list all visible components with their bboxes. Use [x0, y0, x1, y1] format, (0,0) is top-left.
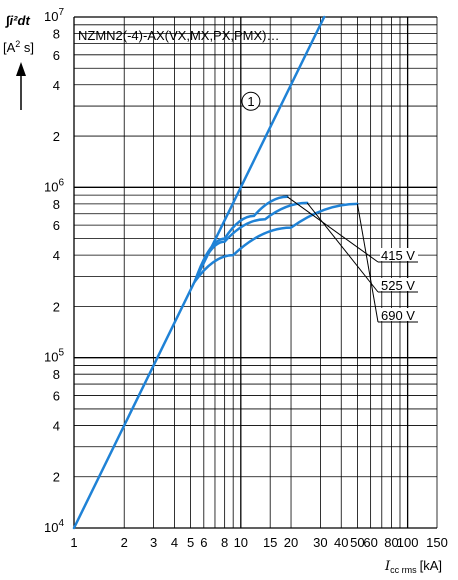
- x-tick-label: 2: [121, 535, 128, 550]
- annotations: 1 415 V 525 V 690 V: [241, 91, 418, 323]
- label-background: [380, 278, 418, 291]
- leader-line: [356, 203, 379, 323]
- voltage-label: 525 V: [381, 278, 415, 293]
- y-tick-label: 104: [44, 518, 64, 535]
- x-tick-label: 6: [200, 535, 207, 550]
- y-tick-base: 10: [44, 520, 58, 535]
- y-tick-label: 2: [53, 470, 60, 485]
- curve-marker-label: 1: [247, 94, 254, 109]
- x-tick-label: 30: [313, 535, 327, 550]
- x-tick-label: 100: [397, 535, 419, 550]
- voltage-label: 415 V: [381, 248, 415, 263]
- x-tick-label: 10: [234, 535, 248, 550]
- series-group: [72, 15, 359, 530]
- y-tick-label: 4: [53, 78, 60, 93]
- y-axis-arrow: [16, 62, 26, 110]
- label-background: [380, 308, 418, 321]
- leader-line: [287, 196, 379, 263]
- x-axis-unit: [kA]: [420, 558, 442, 573]
- leader-line: [306, 202, 379, 293]
- x-axis-label: Icc rms [kA]: [384, 558, 442, 575]
- x-tick-label: 3: [150, 535, 157, 550]
- y-tick-label: 8: [53, 27, 60, 42]
- x-tick-label: 8: [221, 535, 228, 550]
- y-tick-label: 6: [53, 388, 60, 403]
- y-axis-unit-open: [A: [3, 40, 16, 55]
- x-tick-label: 40: [334, 535, 348, 550]
- y-tick-label: 8: [53, 367, 60, 382]
- y-tick-label: 2: [53, 129, 60, 144]
- y-tick-label: 6: [53, 218, 60, 233]
- curve-marker-circle: [241, 91, 261, 111]
- x-tick-label: 150: [426, 535, 448, 550]
- y-tick-label: 8: [53, 197, 60, 212]
- voltage-label: 690 V: [381, 308, 415, 323]
- x-tick-label: 1: [70, 535, 77, 550]
- y-tick-exponent: 5: [58, 348, 64, 359]
- y-tick-label: 4: [53, 248, 60, 263]
- y-tick-label: 107: [44, 7, 64, 24]
- y-tick-exponent: 6: [58, 177, 64, 188]
- y-tick-label: 106: [44, 177, 64, 194]
- x-tick-label: 20: [284, 535, 298, 550]
- y-tick-label: 4: [53, 418, 60, 433]
- grid: [73, 16, 438, 529]
- chart-title: NZMN2(-4)-AX(VX,MX,PX,PMX)…: [78, 28, 280, 43]
- x-tick-label: 15: [263, 535, 277, 550]
- y-tick-exponent: 4: [58, 518, 64, 529]
- x-tick-label: 50: [350, 535, 364, 550]
- y-tick-base: 10: [44, 179, 58, 194]
- series-line-4: [193, 202, 359, 283]
- x-tick-label: 5: [187, 535, 194, 550]
- x-tick-label: 4: [171, 535, 178, 550]
- y-tick-base: 10: [44, 9, 58, 24]
- y-axis-label: ∫i²dt: [5, 13, 30, 28]
- label-background: [380, 248, 418, 261]
- y-tick-label: 2: [53, 299, 60, 314]
- y-axis-unit-sup: 2: [15, 39, 20, 49]
- y-tick-label: 6: [53, 48, 60, 63]
- y-tick-base: 10: [44, 350, 58, 365]
- x-tick-label: 80: [384, 535, 398, 550]
- y-tick-exponent: 7: [58, 7, 64, 18]
- x-tick-label: 60: [363, 535, 377, 550]
- x-axis-symbol: I: [384, 559, 391, 574]
- series-line-3: [193, 201, 309, 283]
- y-axis-unit: [A2 s]: [3, 39, 34, 55]
- x-axis-subscript: cc rms: [390, 565, 417, 575]
- y-tick-label: 105: [44, 348, 64, 365]
- y-axis-unit-close: s]: [20, 40, 34, 55]
- series-line-2: [193, 195, 289, 283]
